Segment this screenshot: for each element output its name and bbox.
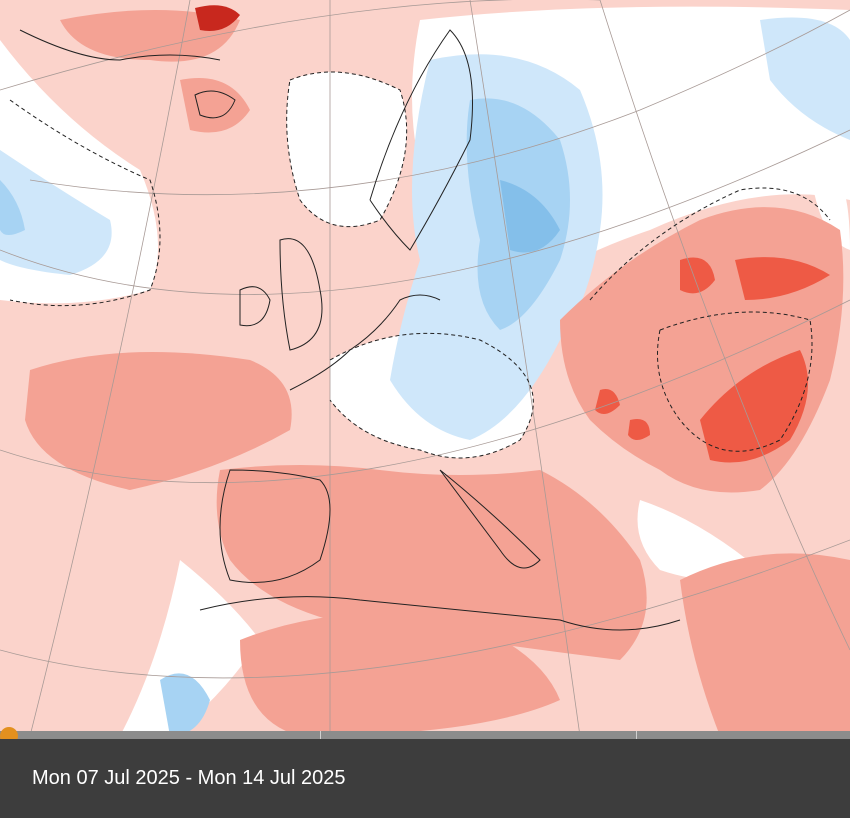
date-range-label: Mon 07 Jul 2025 - Mon 14 Jul 2025 xyxy=(32,767,346,789)
temperature-anomaly-map xyxy=(0,0,850,736)
warm-anomaly-areas xyxy=(25,5,850,736)
timeline-tick xyxy=(636,731,637,739)
timeline-tick xyxy=(320,731,321,739)
graticule xyxy=(0,0,850,736)
coastlines xyxy=(19,29,681,631)
timeline-slider[interactable] xyxy=(0,731,850,739)
zero-anomaly-contours xyxy=(9,71,831,459)
cool-anomaly-areas xyxy=(0,17,850,736)
footer-bar: Mon 07 Jul 2025 - Mon 14 Jul 2025 xyxy=(0,739,850,818)
